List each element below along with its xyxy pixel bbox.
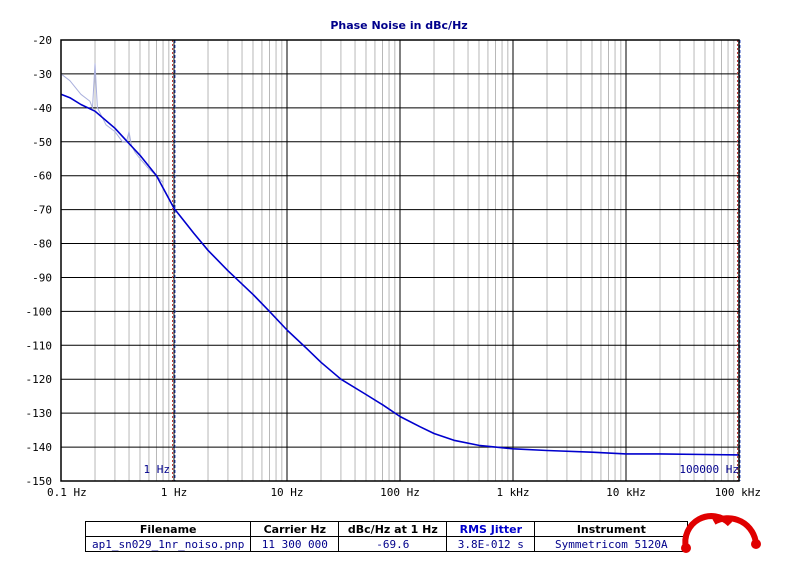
value-filename: ap1_sn029_1nr_noiso.pnp <box>84 536 252 552</box>
y-tick-label: -150 <box>26 475 53 488</box>
value-rms-jitter: 3.8E-012 s <box>446 536 536 552</box>
y-tick-label: -130 <box>26 407 53 420</box>
chart-title: Phase Noise in dBc/Hz <box>330 19 467 32</box>
y-axis-ticks: -20 -30 -40 -50 -60 -70 -80 -90 -100 -110 -120 -130… <box>26 34 53 488</box>
y-tick-label: -50 <box>32 136 52 149</box>
marker-labels: 1 Hz 100000 Hz <box>144 463 740 476</box>
header-carrier: Carrier Hz <box>250 521 340 537</box>
plot-frame <box>60 39 740 482</box>
y-tick-label: -60 <box>32 170 52 183</box>
x-tick-label: 1 kHz <box>496 486 529 499</box>
marker-label: 1 Hz <box>144 463 171 476</box>
value-dbc-at-1hz: -69.6 <box>338 536 448 552</box>
y-tick-label: -80 <box>32 238 52 251</box>
y-tick-label: -110 <box>26 339 53 352</box>
series-layer <box>60 63 740 456</box>
y-tick-label: -120 <box>26 373 53 386</box>
value-carrier: 11 300 000 <box>250 536 340 552</box>
phase-noise-chart: Phase Noise in dBc/Hz -20 -30 -40 -50 -60 -70… <box>26 19 762 499</box>
logo-dot-right <box>751 539 761 549</box>
phase-noise-curve <box>60 93 740 456</box>
x-tick-label: 100 kHz <box>715 486 761 499</box>
y-tick-label: -70 <box>32 204 52 217</box>
raw-spur-trace <box>60 63 164 183</box>
marker-label: 100000 Hz <box>679 463 739 476</box>
logo-dot-left <box>681 543 691 553</box>
x-axis-ticks: 0.1 Hz 1 Hz 10 Hz 100 Hz 1 kHz 10 kHz 100 kHz <box>47 486 761 499</box>
x-tick-label: 10 kHz <box>606 486 646 499</box>
header-instrument: Instrument <box>534 521 689 537</box>
x-tick-label: 100 Hz <box>380 486 420 499</box>
y-tick-label: -30 <box>32 68 52 81</box>
y-tick-label: -100 <box>26 305 53 318</box>
x-tick-label: 0.1 Hz <box>47 486 87 499</box>
x-tick-label: 1 Hz <box>161 486 188 499</box>
frequency-markers <box>172 40 741 481</box>
y-tick-label: -40 <box>32 102 52 115</box>
y-tick-label: -90 <box>32 271 52 284</box>
red-logo-icon <box>681 513 761 553</box>
y-tick-label: -20 <box>32 34 52 47</box>
header-filename: Filename <box>84 521 252 537</box>
logo-arc-right <box>712 515 759 545</box>
table-value-row: ap1_sn029_1nr_noiso.pnp 11 300 000 -69.6… <box>84 536 689 552</box>
measurement-summary-table: Filename Carrier Hz dBc/Hz at 1 Hz RMS J… <box>84 521 689 552</box>
y-tick-label: -140 <box>26 441 53 454</box>
grid <box>61 40 739 481</box>
header-dbc-at-1hz: dBc/Hz at 1 Hz <box>338 521 448 537</box>
table-header-row: Filename Carrier Hz dBc/Hz at 1 Hz RMS J… <box>84 521 689 537</box>
header-rms-jitter: RMS Jitter <box>446 521 536 537</box>
value-instrument: Symmetricom 5120A <box>534 536 689 552</box>
x-tick-label: 10 Hz <box>270 486 303 499</box>
